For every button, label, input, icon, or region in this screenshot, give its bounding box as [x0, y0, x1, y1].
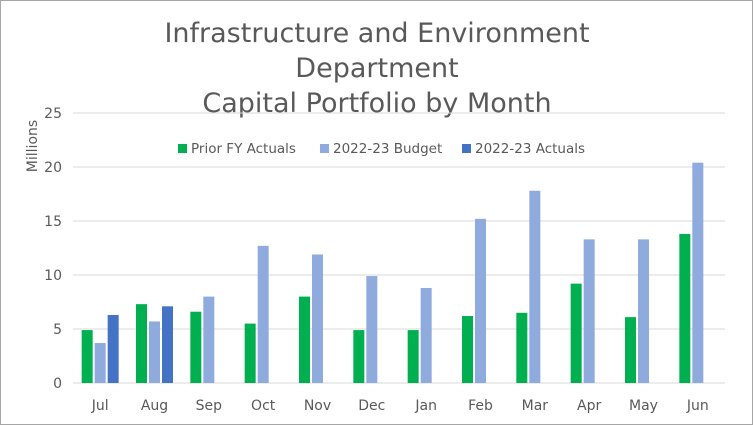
chart-title: Infrastructure and Environment Departmen… [164, 18, 589, 119]
x-tick-label: Oct [251, 398, 276, 414]
bar-2022-23-budget-jun [692, 162, 704, 383]
y-tick-label: 25 [44, 106, 62, 122]
bar-2022-23-budget-jul [94, 343, 106, 383]
x-tick-label: May [629, 398, 658, 414]
bar-2022-23-budget-apr [583, 239, 595, 383]
x-tick-label: Mar [522, 398, 549, 414]
x-tick-label: Apr [577, 398, 601, 414]
bar-prior-fy-actuals-may [625, 317, 636, 383]
bar-prior-fy-actuals-mar [516, 312, 528, 383]
y-axis-label: Millions [25, 120, 41, 172]
legend-label: 2022-23 Actuals [475, 141, 585, 157]
x-tick-label: Feb [468, 398, 493, 414]
bar-2022-23-budget-nov [312, 254, 323, 383]
legend-swatch [320, 144, 329, 153]
legend-label: Prior FY Actuals [191, 141, 296, 157]
x-tick-label: Nov [304, 398, 331, 414]
bar-2022-23-budget-mar [529, 190, 541, 383]
x-tick-labels: Jul Aug Sep Oct Nov Dec Jan Feb Mar Apr May Jun [91, 398, 709, 414]
legend-item: 2022-23 Actuals [462, 141, 585, 157]
legend-label: 2022-23 Budget [333, 141, 442, 157]
x-tick-label: Sep [196, 398, 223, 414]
y-tick-label: 15 [44, 214, 62, 230]
bars [81, 162, 704, 383]
y-tick-label: 0 [53, 376, 62, 392]
y-gridlines [73, 112, 725, 384]
x-tick-label: Jan [414, 398, 437, 414]
legend-item: Prior FY Actuals [178, 141, 296, 157]
x-tick-label: Jun [686, 398, 709, 414]
x-tick-label: Jul [91, 398, 109, 414]
bar-prior-fy-actuals-feb [462, 316, 473, 383]
bar-2022-23-budget-jan [420, 287, 432, 383]
bar-prior-fy-actuals-jul [81, 330, 93, 383]
bar-prior-fy-actuals-dec [353, 330, 365, 383]
x-tick-label: Dec [358, 398, 385, 414]
bar-2022-23-budget-feb [475, 218, 486, 383]
bar-2022-23-budget-sep [203, 296, 215, 383]
bar-prior-fy-actuals-sep [190, 311, 202, 383]
chart-title-line-1: Infrastructure and Environment [164, 18, 589, 49]
y-tick-label: 5 [53, 322, 62, 338]
y-tick-label: 10 [44, 268, 62, 284]
legend-swatch [178, 144, 187, 153]
bar-prior-fy-actuals-apr [570, 283, 582, 383]
chart-title-line-2: Department [295, 53, 458, 84]
bar-prior-fy-actuals-nov [299, 296, 310, 383]
bar-2022-23-budget-aug [149, 321, 160, 383]
chart-title-line-3: Capital Portfolio by Month [202, 88, 551, 119]
bar-prior-fy-actuals-jan [407, 330, 419, 383]
bar-2022-23-budget-dec [366, 276, 378, 383]
bar-prior-fy-actuals-jun [679, 233, 691, 383]
bar-prior-fy-actuals-oct [244, 323, 256, 383]
bar-2022-23-budget-oct [257, 245, 269, 383]
bar-2022-23-actuals-aug [162, 306, 173, 383]
legend-item: 2022-23 Budget [320, 141, 442, 157]
bar-2022-23-budget-may [638, 239, 649, 383]
x-tick-label: Aug [141, 398, 168, 414]
legend: Prior FY Actuals 2022-23 Budget 2022-23 Ac… [178, 141, 585, 157]
legend-swatch [462, 144, 471, 153]
y-tick-labels: 0 5 10 15 20 25 [44, 106, 62, 392]
y-tick-label: 20 [44, 160, 62, 176]
bar-prior-fy-actuals-aug [136, 304, 147, 383]
bar-2022-23-actuals-jul [107, 314, 119, 383]
